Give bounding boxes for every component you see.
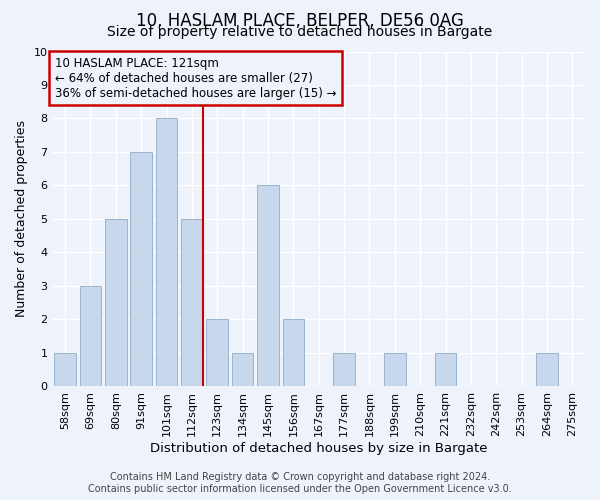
Bar xyxy=(55,353,76,386)
Bar xyxy=(232,353,253,386)
Bar xyxy=(283,320,304,386)
Text: 10 HASLAM PLACE: 121sqm
← 64% of detached houses are smaller (27)
36% of semi-de: 10 HASLAM PLACE: 121sqm ← 64% of detache… xyxy=(55,56,337,100)
Bar xyxy=(206,320,228,386)
Bar xyxy=(105,219,127,386)
Bar xyxy=(130,152,152,386)
Bar xyxy=(536,353,558,386)
Bar xyxy=(181,219,203,386)
Y-axis label: Number of detached properties: Number of detached properties xyxy=(15,120,28,318)
Text: Size of property relative to detached houses in Bargate: Size of property relative to detached ho… xyxy=(107,25,493,39)
Text: 10, HASLAM PLACE, BELPER, DE56 0AG: 10, HASLAM PLACE, BELPER, DE56 0AG xyxy=(136,12,464,30)
Bar xyxy=(257,186,279,386)
X-axis label: Distribution of detached houses by size in Bargate: Distribution of detached houses by size … xyxy=(150,442,487,455)
Bar xyxy=(384,353,406,386)
Text: Contains HM Land Registry data © Crown copyright and database right 2024.
Contai: Contains HM Land Registry data © Crown c… xyxy=(88,472,512,494)
Bar xyxy=(156,118,178,386)
Bar xyxy=(80,286,101,386)
Bar xyxy=(435,353,456,386)
Bar xyxy=(333,353,355,386)
